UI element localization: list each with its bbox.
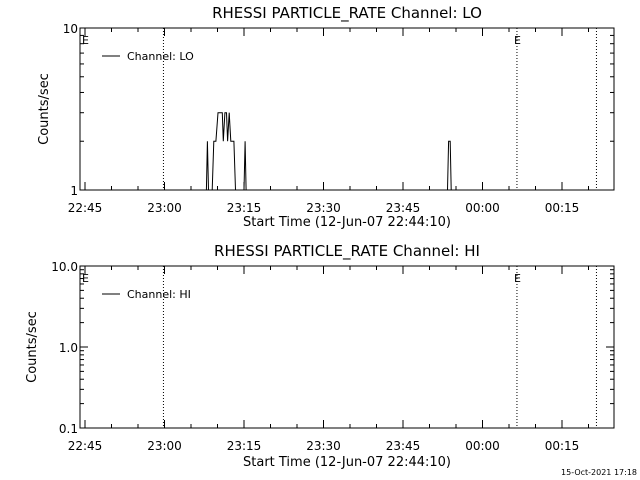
event-marker-label: E: [82, 272, 89, 285]
chart-panel-hi: RHESSI PARTICLE_RATE Channel: HI 0.1 1.0 10…: [25, 242, 615, 470]
x-tick-label: 22:45: [68, 201, 103, 215]
x-tick-label: 23:15: [227, 201, 262, 215]
legend-label: Channel: HI: [127, 288, 191, 301]
x-axis-label: Start Time (12-Jun-07 22:44:10): [243, 455, 451, 470]
x-tick-label: 23:45: [386, 439, 421, 453]
y-tick-label: 1.0: [59, 341, 78, 355]
x-tick-label: 23:15: [227, 439, 262, 453]
x-axis-label: Start Time (12-Jun-07 22:44:10): [243, 215, 451, 230]
event-marker-label: E: [514, 34, 521, 47]
x-tick-label: 00:00: [465, 201, 500, 215]
x-tick-label: 23:30: [306, 439, 341, 453]
chart-title: RHESSI PARTICLE_RATE Channel: HI: [214, 242, 480, 261]
x-tick-label: 22:45: [68, 439, 103, 453]
y-tick-label: 10.0: [51, 260, 78, 274]
x-tick-label: 00:15: [545, 201, 580, 215]
x-tick-label: 23:00: [147, 439, 182, 453]
y-tick-label: 1: [70, 184, 78, 198]
y-axis-label: Counts/sec: [37, 73, 52, 145]
legend-label: Channel: LO: [127, 50, 194, 63]
event-marker-label: E: [514, 272, 521, 285]
series-line: [205, 112, 452, 191]
chart-title: RHESSI PARTICLE_RATE Channel: LO: [212, 4, 482, 23]
x-tick-label: 23:30: [306, 201, 341, 215]
y-tick-label: 10: [63, 22, 78, 36]
x-tick-label: 23:45: [386, 201, 421, 215]
chart-panel-lo: RHESSI PARTICLE_RATE Channel: LO 1 10 22:45…: [37, 4, 615, 230]
event-marker-label: E: [82, 34, 89, 47]
x-tick-label: 00:15: [545, 439, 580, 453]
x-tick-label: 00:00: [465, 439, 500, 453]
y-tick-label: 0.1: [59, 422, 78, 436]
timestamp-footer: 15-Oct-2021 17:18: [561, 468, 637, 477]
y-axis-label: Counts/sec: [25, 311, 40, 383]
x-tick-label: 23:00: [147, 201, 182, 215]
